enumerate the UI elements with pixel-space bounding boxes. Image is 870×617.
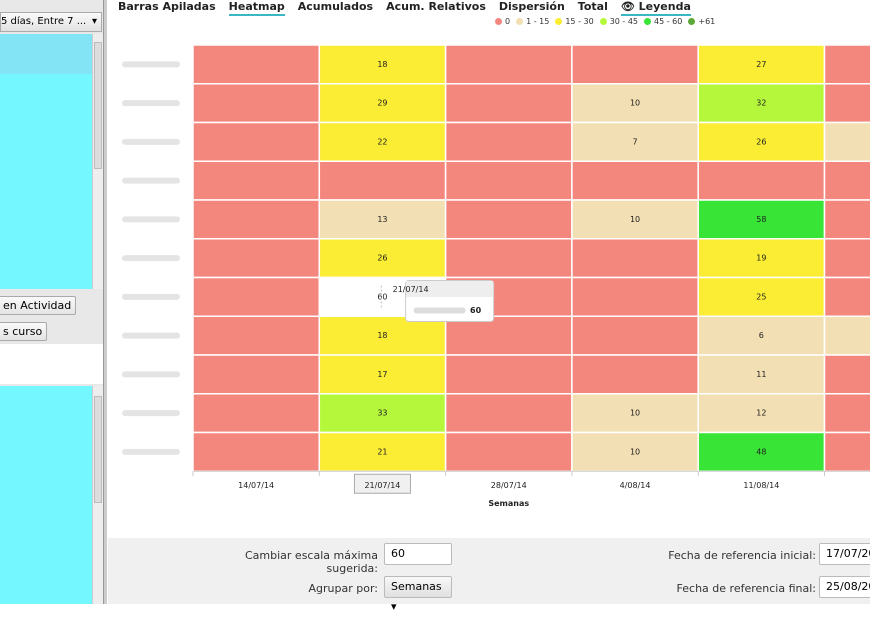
row-label-blur (122, 178, 180, 184)
cell-label: 7 (633, 137, 638, 146)
row-label-blur (122, 216, 180, 222)
x-tick-label: 11/08/14 (743, 481, 779, 490)
cell-label: 26 (377, 254, 387, 263)
heatmap-cell (193, 394, 319, 433)
heatmap-cell (446, 84, 572, 123)
heatmap-cell (446, 394, 572, 433)
heatmap-cell (572, 161, 698, 200)
cell-label: 25 (756, 292, 766, 301)
heatmap-cell (446, 355, 572, 394)
heatmap-cell (193, 278, 319, 317)
row-label-blur (122, 333, 180, 339)
heatmap-cell (446, 123, 572, 162)
row-label-blur (122, 371, 180, 377)
heatmap-cell (446, 433, 572, 472)
tooltip-name-blur (414, 308, 466, 314)
heatmap-cell (446, 316, 572, 355)
cell-label: 12 (756, 409, 766, 418)
heatmap-cell (825, 316, 870, 355)
cell-label: 27 (756, 60, 766, 69)
heatmap-cell (446, 45, 572, 84)
cell-label: 58 (756, 215, 766, 224)
cell-label: 13 (377, 215, 387, 224)
cell-label: 10 (630, 99, 640, 108)
cell-label: 26 (756, 137, 766, 146)
row-label-blur (122, 449, 180, 455)
input[interactable]: 17/07/201 (819, 543, 870, 565)
heatmap-cell (446, 239, 572, 278)
heatmap-cell (319, 161, 445, 200)
heatmap-cell (193, 239, 319, 278)
cell-label: 21 (377, 447, 387, 456)
heatmap: 18 27 29 10 32 22 7 26 13 10 58 26 19 60 25 18 6 17 11 33 10… (0, 0, 870, 538)
x-tick-label: 21/07/14 (364, 481, 400, 490)
heatmap-cell (193, 433, 319, 472)
input[interactable]: 60 (384, 543, 452, 565)
label: Agrupar por: (258, 582, 378, 595)
cell-label: 33 (377, 409, 387, 418)
heatmap-cell (193, 84, 319, 123)
cell-label: 11 (756, 370, 766, 379)
label: Fecha de referencia final: (648, 582, 816, 595)
select-text: Semanas (391, 580, 442, 593)
heatmap-cell (193, 45, 319, 84)
x-tick-label: 14/07/14 (238, 481, 274, 490)
heatmap-cell (572, 316, 698, 355)
heatmap-cell (825, 123, 870, 162)
heatmap-cell (825, 84, 870, 123)
label: Fecha de referencia inicial: (648, 549, 816, 562)
x-tick-label: 28/07/14 (491, 481, 527, 490)
row-label-blur (122, 410, 180, 416)
cell-label: 60 (377, 292, 387, 301)
heatmap-cell (193, 123, 319, 162)
heatmap-cell (193, 200, 319, 239)
heatmap-cell (825, 200, 870, 239)
input[interactable]: 25/08/201 (819, 576, 870, 598)
select[interactable]: Semanas ▾ (384, 576, 452, 598)
form-panel: Cambiar escala máxima sugerida: 60 Agrup… (108, 538, 870, 604)
cell-label: 10 (630, 215, 640, 224)
x-axis-title: Semanas (488, 499, 529, 508)
heatmap-cell (825, 433, 870, 472)
tooltip-value: 60 (470, 306, 482, 315)
heatmap-cell (572, 278, 698, 317)
heatmap-cell (572, 239, 698, 278)
cell-label: 18 (377, 60, 387, 69)
heatmap-cell (572, 355, 698, 394)
heatmap-cell (446, 161, 572, 200)
heatmap-cell (446, 200, 572, 239)
row-label-blur (122, 294, 180, 300)
cell-label: 29 (377, 99, 387, 108)
heatmap-cell (825, 355, 870, 394)
heatmap-cell (825, 161, 870, 200)
page: 5 días, Entre 7 ...▾ en Actividad s curs… (0, 0, 870, 604)
cell-label: 48 (756, 447, 766, 456)
cell-label: 10 (630, 409, 640, 418)
row-label-blur (122, 100, 180, 106)
cell-label: 6 (759, 331, 764, 340)
cell-label: 19 (756, 254, 766, 263)
heatmap-cell (698, 161, 824, 200)
x-tick-label: 4/08/14 (620, 481, 651, 490)
cell-label: 17 (377, 370, 387, 379)
row-label-blur (122, 61, 180, 67)
heatmap-cell (825, 45, 870, 84)
heatmap-cell (572, 45, 698, 84)
heatmap-cell (825, 394, 870, 433)
row-label-blur (122, 255, 180, 261)
heatmap-cell (825, 239, 870, 278)
cell-label: 32 (756, 99, 766, 108)
cell-label: 18 (377, 331, 387, 340)
cell-label: 10 (630, 447, 640, 456)
row-label-blur (122, 139, 180, 145)
label: Cambiar escala máxima sugerida: (208, 549, 378, 575)
heatmap-cell (193, 316, 319, 355)
cell-label: 22 (377, 137, 387, 146)
heatmap-cell (825, 278, 870, 317)
heatmap-cell (193, 161, 319, 200)
tooltip-title: 21/07/14 (393, 285, 429, 294)
heatmap-cell (193, 355, 319, 394)
